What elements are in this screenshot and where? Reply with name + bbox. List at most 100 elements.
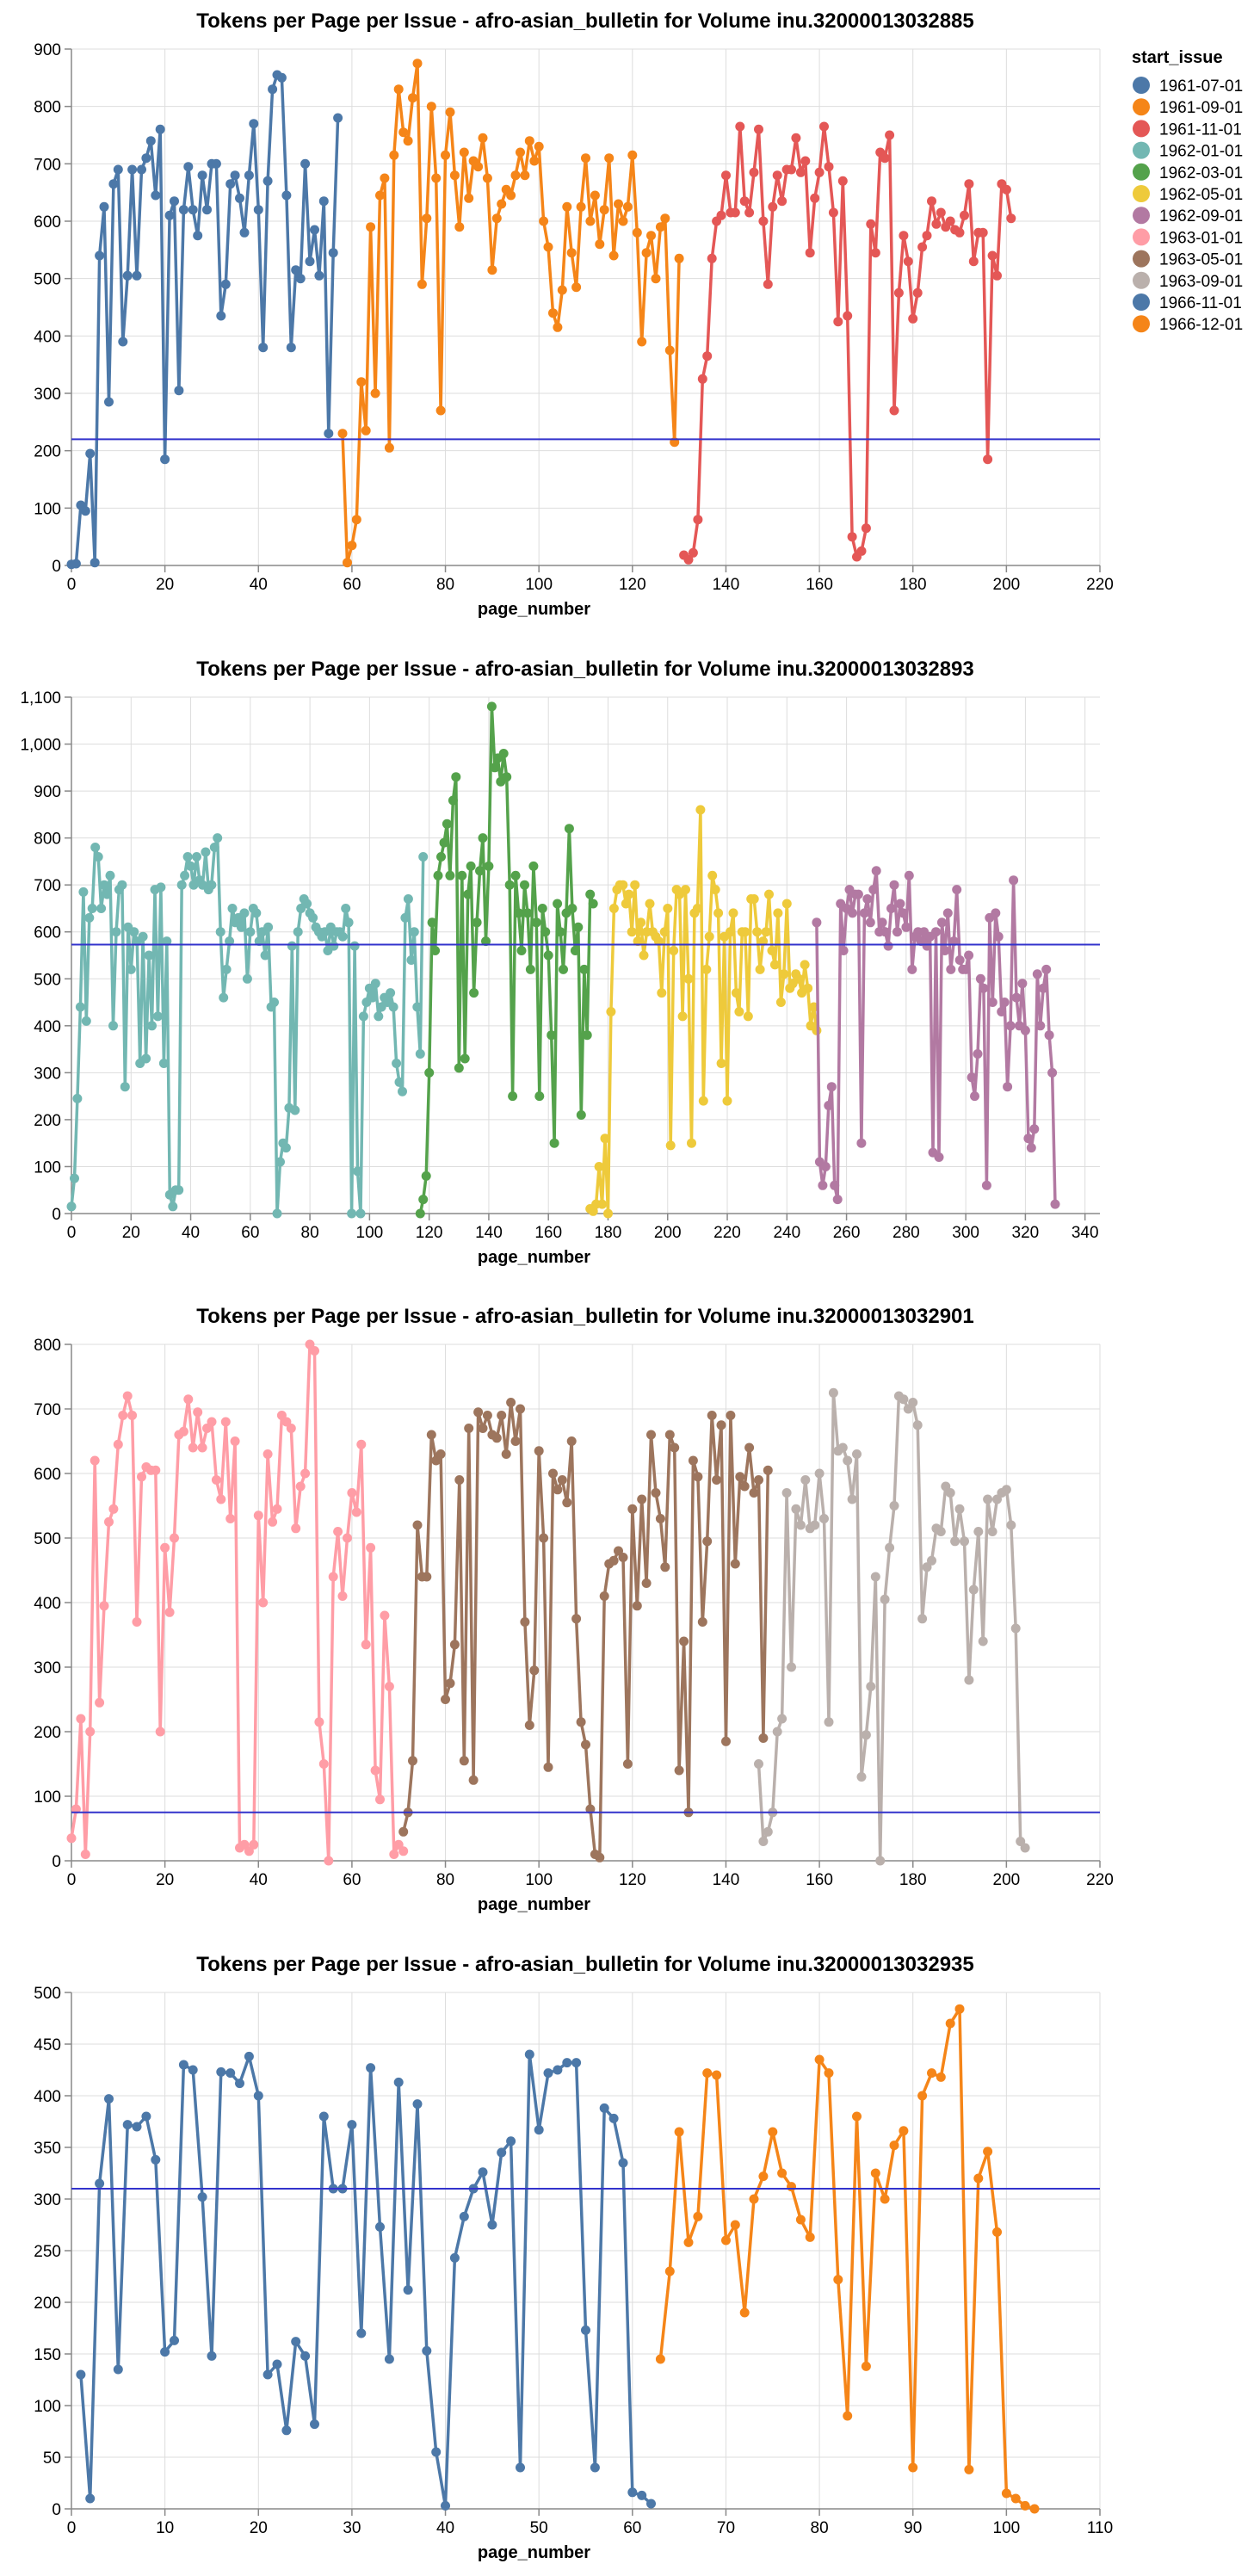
data-point bbox=[787, 164, 796, 175]
data-point bbox=[105, 870, 115, 880]
data-point bbox=[1020, 1025, 1030, 1035]
data-point bbox=[564, 824, 574, 834]
legend-swatch bbox=[1133, 207, 1150, 225]
data-point bbox=[132, 270, 142, 281]
data-point bbox=[539, 216, 549, 226]
data-point bbox=[445, 1678, 455, 1689]
x-tick-label: 200 bbox=[654, 1224, 682, 1242]
data-point bbox=[664, 345, 675, 355]
data-point bbox=[487, 2220, 497, 2230]
data-point bbox=[347, 1208, 357, 1219]
data-point bbox=[945, 216, 955, 226]
data-point bbox=[211, 158, 221, 169]
data-point bbox=[497, 2147, 507, 2158]
data-point bbox=[581, 153, 590, 164]
data-point bbox=[473, 1407, 484, 1418]
x-tick-label: 70 bbox=[717, 2519, 735, 2537]
data-point bbox=[775, 998, 786, 1007]
data-point bbox=[767, 946, 777, 955]
data-point bbox=[510, 1436, 521, 1446]
data-point bbox=[516, 946, 527, 955]
data-point bbox=[351, 1507, 361, 1517]
data-point bbox=[730, 207, 740, 218]
data-point bbox=[861, 523, 871, 534]
data-point bbox=[585, 216, 596, 226]
data-point bbox=[674, 253, 684, 263]
data-point bbox=[833, 2275, 843, 2285]
data-point bbox=[795, 167, 806, 177]
data-point bbox=[147, 1021, 157, 1031]
y-tick-label: 800 bbox=[34, 1337, 61, 1355]
data-point bbox=[355, 1208, 366, 1219]
data-point bbox=[239, 908, 250, 918]
legend-item: 1963-09-01 bbox=[1133, 271, 1243, 291]
data-point bbox=[449, 1640, 460, 1650]
data-point bbox=[516, 147, 525, 158]
y-tick-label: 800 bbox=[34, 831, 61, 849]
data-point bbox=[716, 210, 726, 220]
data-point bbox=[329, 941, 339, 951]
data-point bbox=[168, 1202, 178, 1212]
data-point bbox=[216, 2066, 226, 2077]
series-1966-12-01 bbox=[655, 2004, 1040, 2514]
data-point bbox=[137, 164, 146, 175]
data-point bbox=[608, 904, 619, 913]
data-point bbox=[324, 1856, 334, 1866]
data-point bbox=[426, 1430, 436, 1440]
data-point bbox=[520, 880, 529, 890]
data-point bbox=[1001, 1485, 1011, 1495]
data-point bbox=[987, 1527, 998, 1536]
legend-item: 1961-09-01 bbox=[1133, 98, 1243, 117]
legend-item: 1963-05-01 bbox=[1133, 250, 1243, 269]
data-point bbox=[917, 2091, 928, 2101]
data-point bbox=[459, 147, 469, 158]
data-point bbox=[693, 515, 703, 525]
data-point bbox=[539, 1533, 549, 1543]
data-point bbox=[627, 1504, 638, 1514]
data-point bbox=[482, 173, 492, 183]
legend-item: 1966-12-01 bbox=[1133, 315, 1243, 334]
data-point bbox=[192, 852, 201, 862]
data-point bbox=[486, 701, 497, 712]
data-point bbox=[570, 946, 580, 955]
data-point bbox=[72, 1093, 83, 1103]
data-point bbox=[418, 1195, 429, 1205]
data-point bbox=[660, 1562, 670, 1572]
data-point bbox=[445, 870, 455, 880]
data-point bbox=[1006, 1520, 1016, 1530]
data-point bbox=[412, 59, 423, 69]
data-point bbox=[370, 388, 380, 398]
data-point bbox=[386, 988, 396, 998]
data-point bbox=[707, 870, 718, 880]
data-point bbox=[384, 1682, 394, 1691]
legend-label: 1961-07-01 bbox=[1159, 77, 1243, 96]
legend-item: 1962-03-01 bbox=[1133, 163, 1243, 182]
data-point bbox=[721, 170, 731, 181]
charts-layer: Tokens per Page per Issue - afro-asian_b… bbox=[20, 9, 1113, 2562]
data-point bbox=[361, 425, 371, 436]
data-point bbox=[318, 1759, 329, 1769]
data-point bbox=[576, 1110, 586, 1120]
data-point bbox=[104, 2094, 114, 2104]
data-point bbox=[398, 1826, 409, 1837]
data-point bbox=[880, 927, 891, 937]
x-tick-label: 340 bbox=[1072, 1224, 1099, 1242]
data-point bbox=[435, 405, 446, 416]
data-point bbox=[824, 162, 834, 172]
data-point bbox=[646, 2499, 656, 2509]
data-point bbox=[794, 973, 804, 984]
data-point bbox=[180, 870, 190, 880]
y-tick-label: 700 bbox=[34, 156, 61, 174]
data-point bbox=[562, 1498, 572, 1508]
data-point bbox=[597, 1199, 608, 1209]
data-point bbox=[768, 2127, 778, 2137]
data-point bbox=[249, 1839, 259, 1850]
data-point bbox=[308, 912, 318, 923]
data-point bbox=[126, 964, 136, 974]
data-point bbox=[501, 1449, 511, 1459]
data-point bbox=[901, 922, 911, 932]
x-tick-label: 260 bbox=[833, 1224, 861, 1242]
y-tick-label: 0 bbox=[52, 2501, 61, 2519]
data-point bbox=[99, 880, 109, 890]
legend: start_issue 1961-07-01 1961-09-01 1961-11-… bbox=[1132, 48, 1243, 334]
